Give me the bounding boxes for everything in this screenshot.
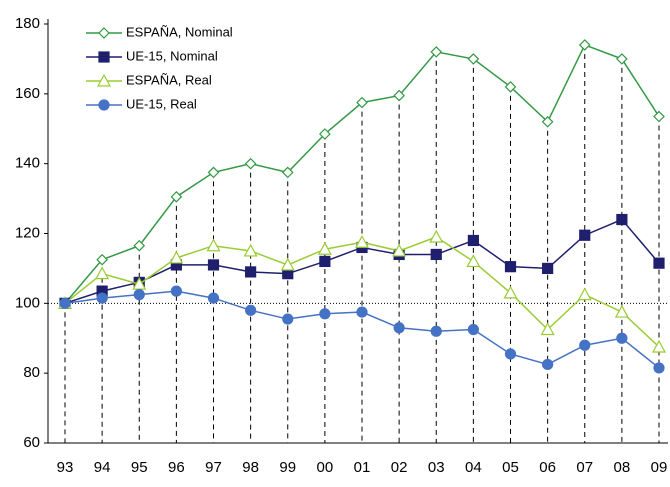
y-tick-label: 120 [15, 224, 40, 241]
marker [170, 285, 182, 297]
marker [430, 325, 442, 337]
y-tick-label: 180 [15, 15, 40, 32]
legend-marker [96, 73, 112, 87]
marker [207, 259, 220, 271]
marker [430, 248, 442, 261]
marker [319, 255, 331, 268]
y-tick-label: 160 [15, 85, 40, 102]
marker [169, 250, 184, 264]
marker [577, 287, 592, 301]
legend-marker [98, 99, 110, 111]
marker [59, 297, 71, 309]
marker [616, 332, 628, 344]
legend-marker [98, 51, 110, 63]
x-tick-label: 94 [94, 459, 111, 476]
marker [243, 243, 258, 257]
marker [504, 348, 517, 360]
x-tick-label: 09 [651, 459, 668, 476]
legend-label: ESPAÑA, Real [126, 72, 212, 87]
marker [356, 306, 368, 318]
marker [95, 266, 110, 280]
marker [317, 241, 332, 255]
x-tick-label: 93 [57, 459, 74, 476]
marker [245, 266, 257, 278]
marker [578, 39, 591, 51]
marker [467, 323, 479, 336]
x-tick-label: 98 [242, 459, 259, 476]
y-tick-label: 80 [23, 364, 40, 381]
x-tick-label: 03 [428, 459, 445, 476]
x-tick-label: 05 [502, 459, 519, 476]
marker [653, 110, 665, 123]
marker [319, 308, 331, 320]
marker [393, 322, 405, 334]
legend-label: UE-15, Real [126, 96, 197, 111]
x-tick-label: 97 [205, 459, 222, 476]
marker [504, 261, 517, 273]
marker [96, 253, 108, 266]
marker [356, 96, 368, 109]
marker [430, 46, 443, 58]
x-tick-label: 07 [576, 459, 593, 476]
y-tick-label: 60 [23, 434, 40, 451]
marker [616, 213, 628, 226]
marker [244, 157, 257, 170]
y-tick-label: 100 [15, 294, 40, 311]
marker [281, 166, 294, 179]
marker [206, 238, 221, 252]
x-tick-label: 06 [539, 459, 556, 476]
legend-label: ESPAÑA, Nominal [126, 24, 233, 39]
marker [280, 257, 295, 271]
marker [207, 166, 220, 179]
marker [616, 53, 628, 65]
marker [133, 239, 146, 252]
marker [133, 289, 145, 301]
marker [96, 292, 108, 304]
marker [579, 229, 591, 241]
marker [653, 362, 665, 374]
marker [207, 292, 220, 304]
marker [540, 322, 555, 336]
marker [245, 304, 257, 316]
marker [467, 53, 480, 65]
marker [653, 257, 665, 269]
marker [651, 339, 667, 353]
x-tick-label: 96 [168, 459, 185, 476]
marker [579, 339, 591, 351]
marker [466, 254, 481, 268]
marker [503, 285, 518, 299]
x-tick-label: 01 [354, 459, 371, 476]
marker [429, 229, 444, 243]
marker [614, 304, 629, 318]
x-tick-label: 00 [317, 459, 334, 476]
marker [541, 115, 554, 128]
marker [393, 89, 405, 102]
marker [354, 234, 370, 248]
y-tick-label: 140 [15, 155, 40, 172]
marker [282, 313, 294, 325]
marker [170, 190, 183, 203]
marker [319, 128, 331, 140]
x-tick-label: 99 [279, 459, 296, 476]
marker [542, 358, 554, 371]
marker [392, 243, 407, 257]
x-tick-label: 02 [391, 459, 408, 476]
marker [467, 234, 479, 247]
x-tick-label: 08 [614, 459, 631, 476]
legend-marker [98, 27, 110, 39]
x-tick-label: 95 [131, 459, 148, 476]
marker [542, 262, 554, 275]
marker [504, 81, 517, 93]
legend-label: UE-15, Nominal [126, 48, 218, 63]
x-tick-label: 04 [465, 459, 482, 476]
